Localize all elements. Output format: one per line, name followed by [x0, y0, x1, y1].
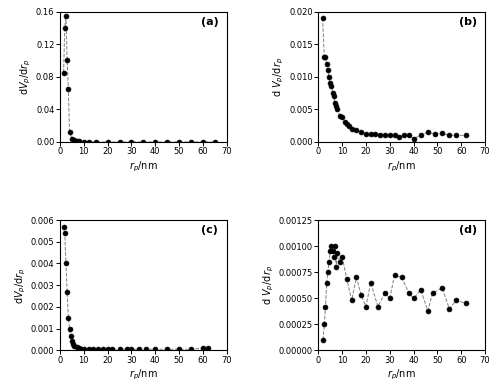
Y-axis label: d$V_p$/d$r_p$: d$V_p$/d$r_p$ [14, 267, 28, 304]
Text: (c): (c) [202, 225, 218, 235]
X-axis label: $r_p$/nm: $r_p$/nm [129, 368, 158, 382]
Text: (b): (b) [458, 17, 476, 27]
Text: (d): (d) [458, 225, 476, 235]
Y-axis label: d $V_p$/d$r_p$: d $V_p$/d$r_p$ [272, 57, 286, 97]
X-axis label: $r_p$/nm: $r_p$/nm [388, 159, 416, 174]
Y-axis label: d $V_p$/d$r_p$: d $V_p$/d$r_p$ [262, 265, 276, 305]
X-axis label: $r_p$/nm: $r_p$/nm [129, 159, 158, 174]
Y-axis label: d$V_p$/d$r_p$: d$V_p$/d$r_p$ [19, 58, 33, 95]
X-axis label: $r_p$/nm: $r_p$/nm [388, 368, 416, 382]
Text: (a): (a) [200, 17, 218, 27]
